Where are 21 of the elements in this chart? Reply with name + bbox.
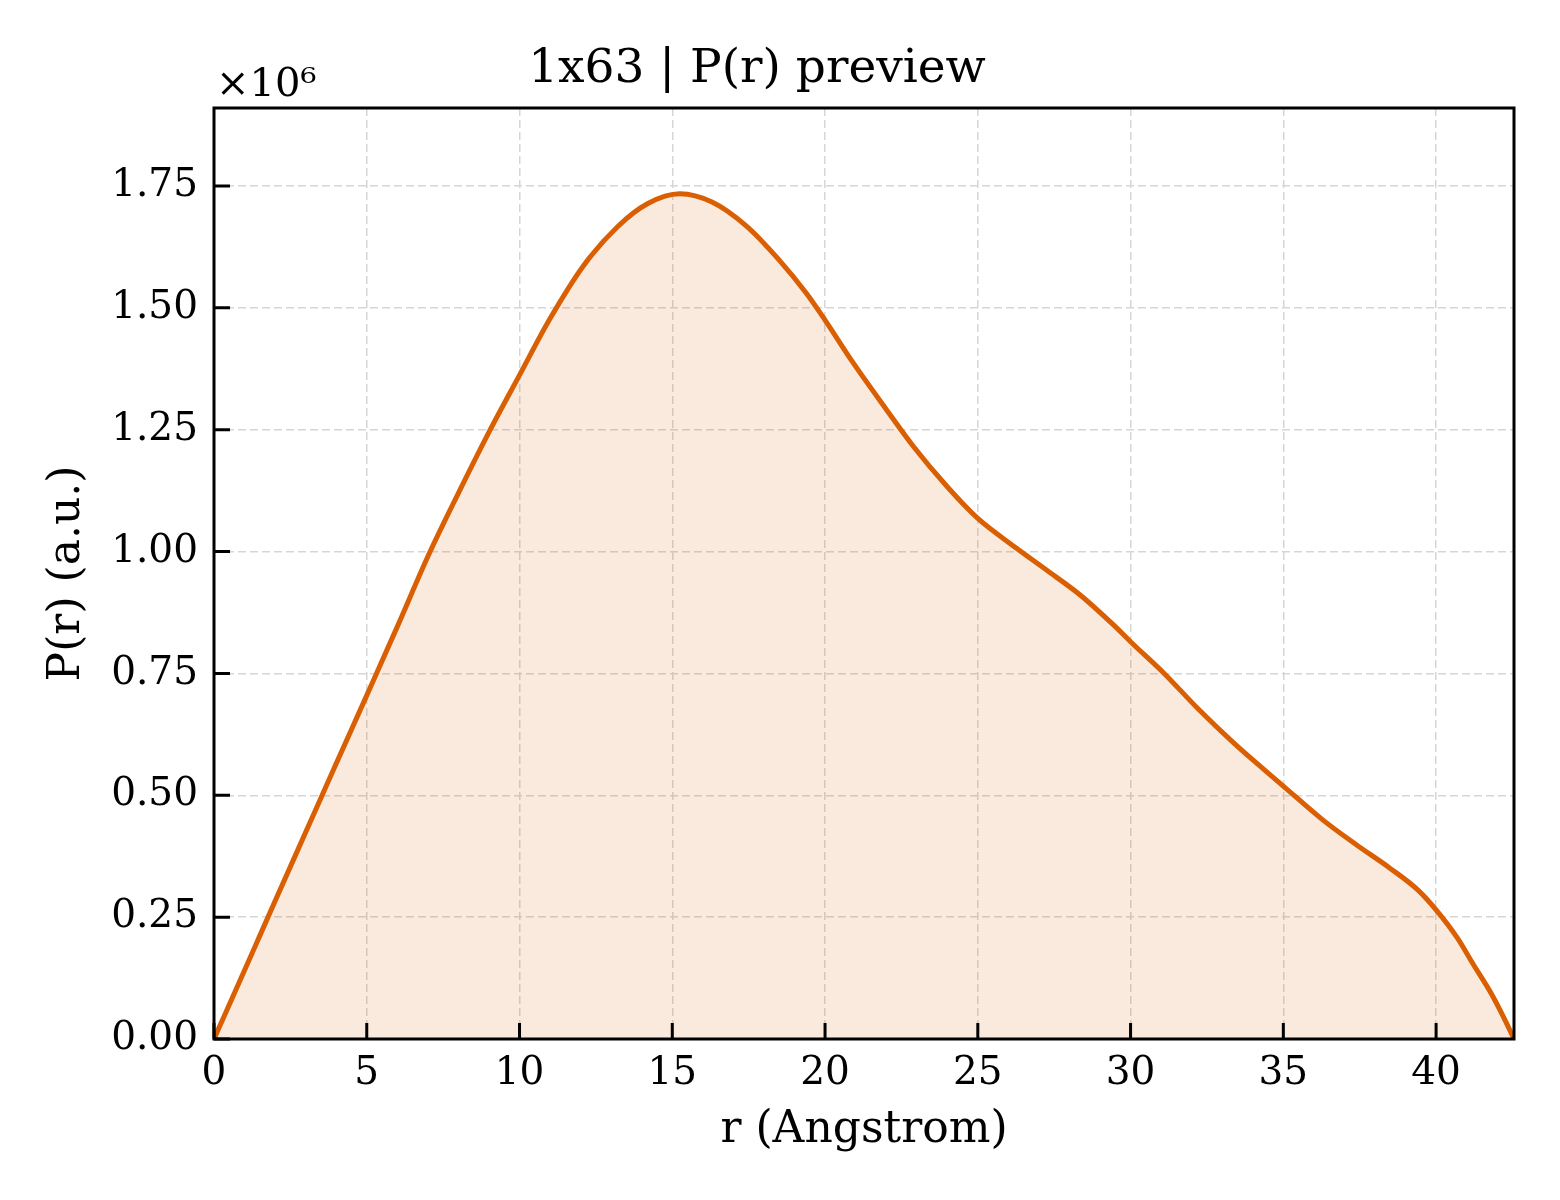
y-tick-label: 0.75 bbox=[111, 647, 198, 693]
y-tick-label: 1.50 bbox=[111, 281, 198, 327]
y-axis-title: P(r) (a.u.) bbox=[38, 465, 90, 682]
x-tick-label: 25 bbox=[952, 1047, 1003, 1093]
y-tick-label: 1.75 bbox=[111, 160, 198, 206]
x-tick-label: 20 bbox=[800, 1047, 850, 1093]
x-tick-label: 30 bbox=[1105, 1047, 1156, 1093]
x-tick-label: 35 bbox=[1258, 1047, 1309, 1093]
x-tick-label: 10 bbox=[494, 1047, 545, 1093]
x-axis-title: r (Angstrom) bbox=[720, 1101, 1008, 1153]
x-tick-label: 40 bbox=[1411, 1047, 1461, 1093]
chart-title: 1x63 | P(r) preview bbox=[528, 38, 986, 94]
y-tick-label: 0.50 bbox=[111, 769, 198, 815]
text: ×10⁶ bbox=[216, 59, 317, 105]
y-tick-label: 0.00 bbox=[111, 1013, 198, 1059]
y-tick-label: 1.25 bbox=[111, 403, 198, 449]
y-tick-label: 1.00 bbox=[111, 525, 198, 571]
y-tick-label: 0.25 bbox=[111, 891, 198, 937]
x-tick-label: 5 bbox=[354, 1047, 380, 1093]
x-tick-label: 0 bbox=[201, 1047, 227, 1093]
x-tick-label: 15 bbox=[647, 1047, 698, 1093]
